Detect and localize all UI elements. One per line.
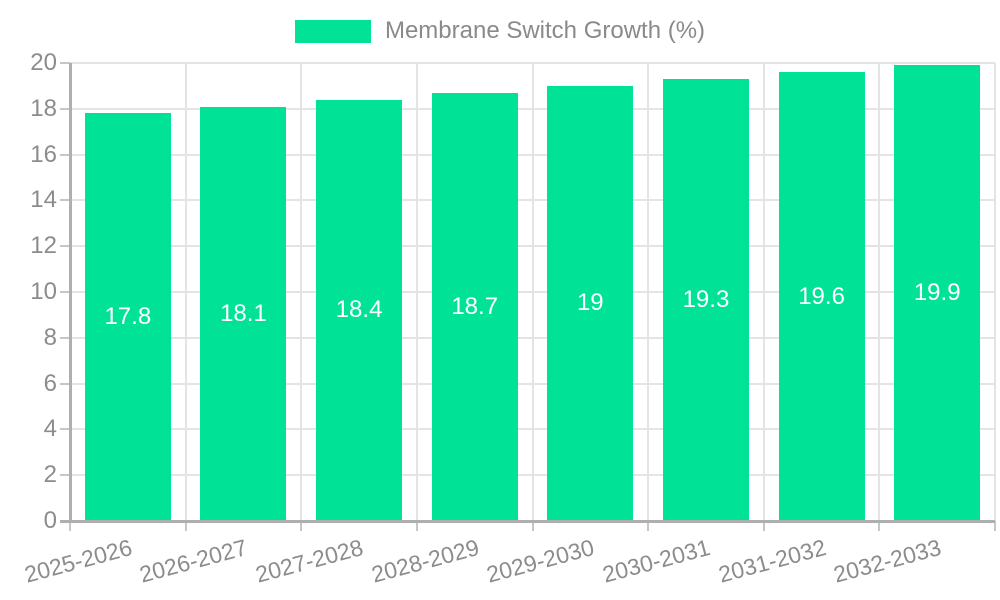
legend-swatch bbox=[294, 19, 371, 43]
y-axis-tick bbox=[60, 474, 70, 477]
x-axis-category-label: 2030-2031 bbox=[599, 534, 713, 588]
x-axis-tick bbox=[994, 521, 996, 531]
x-axis-category-label: 2029-2030 bbox=[484, 534, 598, 588]
bar-value-label: 18.4 bbox=[335, 296, 383, 324]
bar[interactable] bbox=[431, 92, 518, 520]
bar[interactable] bbox=[84, 113, 171, 520]
x-axis-category-label: 2025-2026 bbox=[21, 534, 135, 588]
grid-line-x bbox=[531, 63, 534, 521]
grid-line-x bbox=[647, 63, 650, 521]
grid-line-x bbox=[994, 63, 996, 521]
y-axis-tick bbox=[60, 291, 70, 293]
bar-value-label: 19.3 bbox=[682, 286, 730, 313]
y-axis-tick-label: 2 bbox=[43, 461, 57, 489]
grid-line-x bbox=[184, 63, 187, 521]
y-axis-tick-label: 6 bbox=[43, 369, 57, 397]
x-axis-tick bbox=[69, 521, 71, 531]
grid-line-x bbox=[878, 63, 881, 521]
bar[interactable] bbox=[547, 85, 634, 520]
y-axis-tick-label: 12 bbox=[30, 232, 57, 260]
x-axis-tick bbox=[531, 521, 534, 531]
grid-line-x bbox=[415, 63, 418, 521]
bar[interactable] bbox=[200, 106, 287, 520]
x-axis-tick bbox=[415, 521, 418, 531]
grid-line-x bbox=[762, 63, 765, 521]
y-axis-tick bbox=[60, 107, 70, 110]
y-axis-tick bbox=[60, 153, 70, 156]
y-axis-tick-label: 20 bbox=[30, 49, 57, 76]
y-axis-tick-label: 0 bbox=[43, 507, 57, 534]
y-axis-tick-label: 18 bbox=[30, 94, 57, 122]
y-axis-tick bbox=[60, 428, 70, 431]
x-axis-tick bbox=[647, 521, 650, 531]
y-axis-tick-label: 8 bbox=[43, 323, 57, 351]
legend-item[interactable]: Membrane Switch Growth (%) bbox=[0, 17, 1000, 45]
x-axis-category-label: 2027-2028 bbox=[252, 534, 366, 588]
x-axis-tick bbox=[300, 521, 303, 531]
y-axis-tick bbox=[60, 382, 70, 385]
y-axis-tick bbox=[60, 336, 70, 339]
x-axis-category-label: 2031-2032 bbox=[715, 534, 829, 588]
y-axis-tick-label: 4 bbox=[43, 415, 57, 443]
bar-value-label: 17.8 bbox=[104, 303, 152, 331]
y-axis-tick-label: 10 bbox=[30, 278, 57, 305]
y-axis-tick bbox=[60, 199, 70, 202]
bar-value-label: 18.7 bbox=[451, 292, 499, 320]
bar[interactable] bbox=[894, 65, 981, 520]
legend-label: Membrane Switch Growth (%) bbox=[384, 17, 706, 44]
bar-value-label: 19.9 bbox=[913, 279, 961, 307]
bar[interactable] bbox=[316, 99, 403, 520]
y-axis-tick-label: 14 bbox=[30, 186, 57, 214]
bar-value-label: 19 bbox=[576, 289, 604, 317]
y-axis-line bbox=[69, 63, 72, 521]
bar[interactable] bbox=[778, 72, 865, 520]
bar-value-label: 19.6 bbox=[798, 282, 845, 310]
x-axis-tick bbox=[762, 521, 765, 531]
bar[interactable] bbox=[662, 79, 749, 520]
bar-value-label: 18.1 bbox=[220, 299, 267, 327]
grid-line-x bbox=[300, 63, 303, 521]
x-axis-category-label: 2028-2029 bbox=[368, 534, 482, 588]
x-axis-tick bbox=[878, 521, 881, 531]
x-axis-line bbox=[60, 520, 995, 523]
x-axis-category-label: 2026-2027 bbox=[137, 534, 251, 588]
x-axis-tick bbox=[184, 521, 187, 531]
y-axis-tick bbox=[60, 62, 70, 64]
y-axis-tick bbox=[60, 245, 70, 248]
y-axis-tick-label: 16 bbox=[30, 140, 57, 168]
x-axis-category-label: 2032-2033 bbox=[830, 534, 944, 588]
